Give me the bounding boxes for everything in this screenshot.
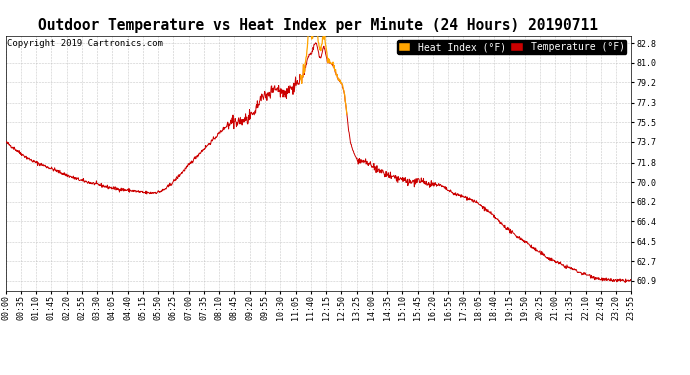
Legend: Heat Index (°F), Temperature (°F): Heat Index (°F), Temperature (°F) [397,40,627,54]
Title: Outdoor Temperature vs Heat Index per Minute (24 Hours) 20190711: Outdoor Temperature vs Heat Index per Mi… [39,17,598,33]
Text: Copyright 2019 Cartronics.com: Copyright 2019 Cartronics.com [7,39,163,48]
